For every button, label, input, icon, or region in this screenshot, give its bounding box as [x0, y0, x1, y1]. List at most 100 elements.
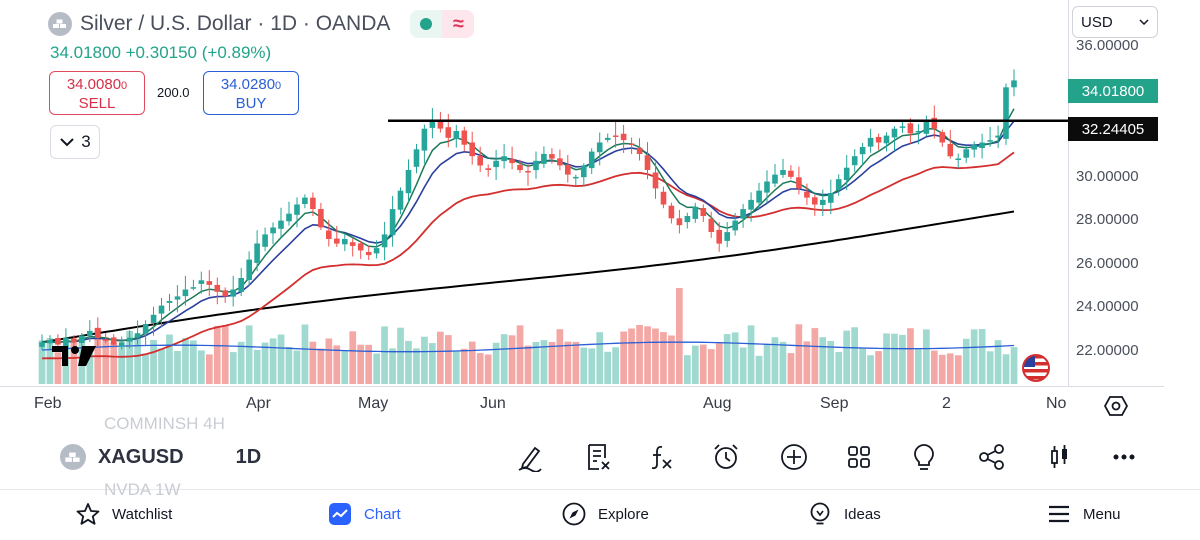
price-tick: 36.00000	[1076, 37, 1139, 54]
volume-bar	[413, 348, 420, 384]
ideas-icon[interactable]	[908, 441, 940, 473]
indicators-collapse-button[interactable]: 3	[50, 125, 100, 159]
share-icon[interactable]	[976, 441, 1008, 473]
volume-bar	[994, 340, 1002, 384]
volume-bar	[970, 329, 978, 384]
candle-body	[835, 179, 842, 190]
alert-icon[interactable]	[710, 441, 742, 473]
candle-body	[246, 259, 252, 280]
candle-body	[883, 135, 890, 144]
candle-body	[628, 143, 635, 145]
volume-bar	[962, 338, 970, 384]
sell-button[interactable]: 34.00800 SELL	[49, 71, 145, 115]
nav-label: Menu	[1083, 505, 1121, 523]
candle-body	[206, 281, 213, 285]
candle-body	[939, 132, 946, 143]
candle-body	[788, 170, 794, 177]
sell-price: 34.0080	[66, 76, 122, 93]
volume-bar	[381, 326, 388, 384]
candle-body	[214, 284, 221, 292]
status-pill[interactable]: ≈	[410, 10, 475, 38]
candle-body	[843, 167, 850, 180]
candle-body	[565, 164, 571, 175]
volume-bar	[452, 351, 460, 384]
price-chart[interactable]	[0, 0, 1068, 386]
price-axis[interactable]	[1068, 0, 1200, 386]
draw-icon[interactable]	[514, 441, 546, 473]
volume-bar	[763, 344, 771, 384]
nav-menu[interactable]: Menu	[1047, 502, 1121, 526]
volume-bar	[620, 331, 627, 384]
volume-bar	[867, 355, 874, 384]
candle-body	[549, 154, 555, 159]
candle-body	[55, 338, 61, 345]
volume-bar	[468, 341, 476, 384]
candle-body	[700, 208, 707, 216]
clear-drawings-icon[interactable]	[582, 441, 614, 473]
buy-price-superscript: 0	[275, 80, 282, 92]
symbol-toolbar	[0, 424, 1200, 490]
candle-body	[71, 338, 77, 343]
volume-bar	[500, 334, 508, 384]
add-icon[interactable]	[778, 441, 810, 473]
horizontal-line-tag[interactable]: 32.24405	[1068, 117, 1158, 141]
price-tick: 28.00000	[1076, 211, 1139, 228]
candle-body	[270, 227, 276, 234]
candle-body	[334, 238, 340, 244]
time-axis[interactable]	[0, 386, 1164, 422]
sell-price-superscript: 0	[121, 80, 128, 92]
candle-body	[820, 199, 826, 205]
layouts-icon[interactable]	[843, 441, 875, 473]
volume-bar	[38, 340, 46, 384]
candle-body	[620, 133, 627, 141]
volume-bar	[652, 328, 659, 384]
chart-type-icon[interactable]	[1043, 441, 1075, 473]
us-flag-icon[interactable]	[1022, 354, 1050, 382]
indicators-icon[interactable]	[645, 441, 677, 473]
volume-bar	[62, 348, 70, 384]
volume-bar	[460, 348, 468, 384]
volume-bar	[277, 334, 285, 384]
volume-bar	[213, 325, 221, 384]
sell-label: SELL	[78, 95, 116, 112]
candle-body	[588, 151, 595, 169]
volume-bar	[508, 335, 516, 384]
timeframe[interactable]: 1D	[235, 445, 262, 468]
volume-bar	[668, 335, 675, 384]
volume-bar	[102, 337, 110, 384]
time-label: May	[358, 395, 389, 412]
time-label: Aug	[703, 395, 732, 412]
volume-bar	[636, 325, 643, 384]
symbol-title[interactable]: Silver / U.S. Dollar · 1D · OANDA	[80, 12, 391, 35]
volume-bar	[70, 341, 78, 384]
more-icon[interactable]	[1108, 441, 1140, 473]
volume-bar	[731, 332, 739, 384]
candle-body	[557, 158, 563, 166]
chart-settings-icon[interactable]	[1104, 394, 1128, 418]
candle-body	[652, 172, 659, 189]
volume-bar	[938, 354, 946, 384]
ema-slow-line	[41, 151, 1015, 360]
candle-body	[867, 137, 874, 147]
candle-body	[1011, 80, 1017, 88]
candle-body	[461, 130, 468, 145]
candle-body	[812, 197, 818, 205]
nav-explore[interactable]: Explore	[562, 502, 649, 526]
nav-chart[interactable]: Chart	[328, 502, 401, 526]
candle-body	[987, 140, 993, 142]
nav-ideas[interactable]: Ideas	[808, 502, 881, 526]
buy-button[interactable]: 34.02800 BUY	[203, 71, 299, 115]
currency-select[interactable]: USD	[1072, 6, 1158, 38]
candle-body	[644, 155, 651, 170]
volume-bar	[190, 340, 197, 384]
symbol-selector[interactable]: XAGUSD 1D	[60, 444, 261, 470]
star-icon	[76, 503, 100, 525]
volume-bar	[692, 345, 699, 384]
volume-bar	[445, 335, 452, 384]
candle-body	[79, 335, 85, 343]
volume-bar	[142, 353, 149, 384]
volume-bar	[899, 334, 906, 384]
nav-watchlist[interactable]: Watchlist	[76, 502, 172, 526]
chevron-down-icon	[60, 138, 74, 147]
candle-body	[469, 142, 475, 157]
